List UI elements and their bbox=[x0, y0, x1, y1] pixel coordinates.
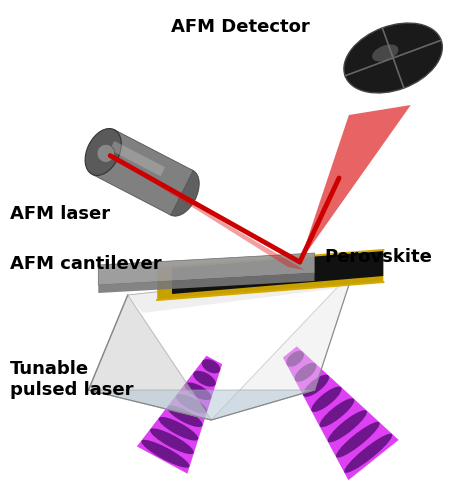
Polygon shape bbox=[89, 390, 314, 420]
Polygon shape bbox=[211, 270, 354, 420]
Polygon shape bbox=[172, 250, 383, 294]
Polygon shape bbox=[300, 105, 411, 262]
Text: AFM Detector: AFM Detector bbox=[171, 18, 310, 36]
Polygon shape bbox=[283, 347, 398, 480]
Polygon shape bbox=[344, 433, 392, 473]
Polygon shape bbox=[159, 417, 198, 441]
Ellipse shape bbox=[97, 144, 115, 162]
Polygon shape bbox=[286, 351, 304, 367]
Text: Perovskite: Perovskite bbox=[325, 248, 432, 266]
Ellipse shape bbox=[372, 45, 398, 61]
Polygon shape bbox=[176, 394, 207, 414]
Polygon shape bbox=[311, 386, 342, 412]
Polygon shape bbox=[110, 141, 165, 176]
Polygon shape bbox=[89, 295, 211, 420]
Polygon shape bbox=[283, 347, 398, 480]
Polygon shape bbox=[303, 374, 329, 397]
Polygon shape bbox=[319, 398, 354, 427]
Ellipse shape bbox=[85, 129, 121, 176]
Polygon shape bbox=[168, 406, 203, 427]
Polygon shape bbox=[137, 356, 222, 474]
Ellipse shape bbox=[165, 169, 199, 216]
Polygon shape bbox=[150, 428, 194, 454]
Polygon shape bbox=[202, 359, 220, 373]
Text: AFM laser: AFM laser bbox=[10, 205, 110, 223]
Polygon shape bbox=[157, 250, 383, 300]
Ellipse shape bbox=[344, 23, 442, 93]
Polygon shape bbox=[110, 156, 305, 270]
Text: AFM cantilever: AFM cantilever bbox=[10, 255, 162, 273]
Polygon shape bbox=[328, 410, 367, 443]
Polygon shape bbox=[193, 371, 216, 387]
Polygon shape bbox=[141, 440, 190, 468]
Polygon shape bbox=[92, 130, 193, 215]
Polygon shape bbox=[98, 273, 314, 293]
Polygon shape bbox=[295, 363, 316, 382]
Polygon shape bbox=[336, 422, 380, 458]
Polygon shape bbox=[137, 356, 222, 474]
Polygon shape bbox=[128, 270, 354, 313]
Polygon shape bbox=[98, 253, 314, 285]
Text: Tunable
pulsed laser: Tunable pulsed laser bbox=[10, 360, 133, 399]
Polygon shape bbox=[185, 383, 212, 400]
